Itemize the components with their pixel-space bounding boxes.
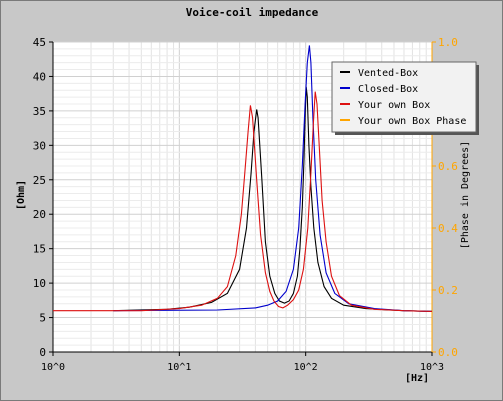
y2-tick-label: 1.0 — [438, 36, 458, 49]
y-tick-label: 20 — [33, 208, 46, 221]
x-tick-label: 10^0 — [41, 362, 65, 373]
x-tick-label: 10^3 — [420, 362, 444, 373]
chart-title: Voice-coil impedance — [186, 6, 319, 19]
y-tick-label: 10 — [33, 277, 46, 290]
x-tick-label: 10^2 — [294, 362, 318, 373]
legend-label: Your own Box — [358, 100, 430, 111]
x-axis-label: [Hz] — [405, 373, 429, 384]
series-line-0 — [113, 86, 433, 312]
y2-tick-label: 0.4 — [438, 222, 458, 235]
x-tick-label: 10^1 — [167, 362, 191, 373]
y-tick-label: 5 — [39, 312, 46, 325]
y-tick-label: 15 — [33, 243, 46, 256]
legend-box — [331, 61, 477, 133]
series-line-1 — [113, 45, 433, 312]
y2-axis-label: [Phase in Degrees] — [460, 141, 471, 249]
y2-tick-label: 0.6 — [438, 160, 458, 173]
legend-label: Vented-Box — [358, 68, 418, 79]
legend-label: Closed-Box — [358, 84, 418, 95]
series-line-2 — [53, 91, 433, 312]
y-tick-label: 0 — [39, 346, 46, 359]
y2-tick-label: 0.2 — [438, 284, 458, 297]
series-lines — [53, 45, 433, 312]
y2-tick-label: 0.0 — [438, 346, 458, 359]
y-tick-label: 25 — [33, 174, 46, 187]
y-tick-label: 45 — [33, 36, 46, 49]
grid — [52, 41, 432, 353]
y-tick-label: 35 — [33, 105, 46, 118]
y-tick-label: 30 — [33, 139, 46, 152]
legend: Vented-Box Closed-Box Your own Box Your own… — [331, 61, 479, 135]
legend-label: Your own Box Phase — [358, 116, 466, 127]
y-axis-label: [Ohm] — [16, 180, 27, 210]
y-tick-label: 40 — [33, 70, 46, 83]
